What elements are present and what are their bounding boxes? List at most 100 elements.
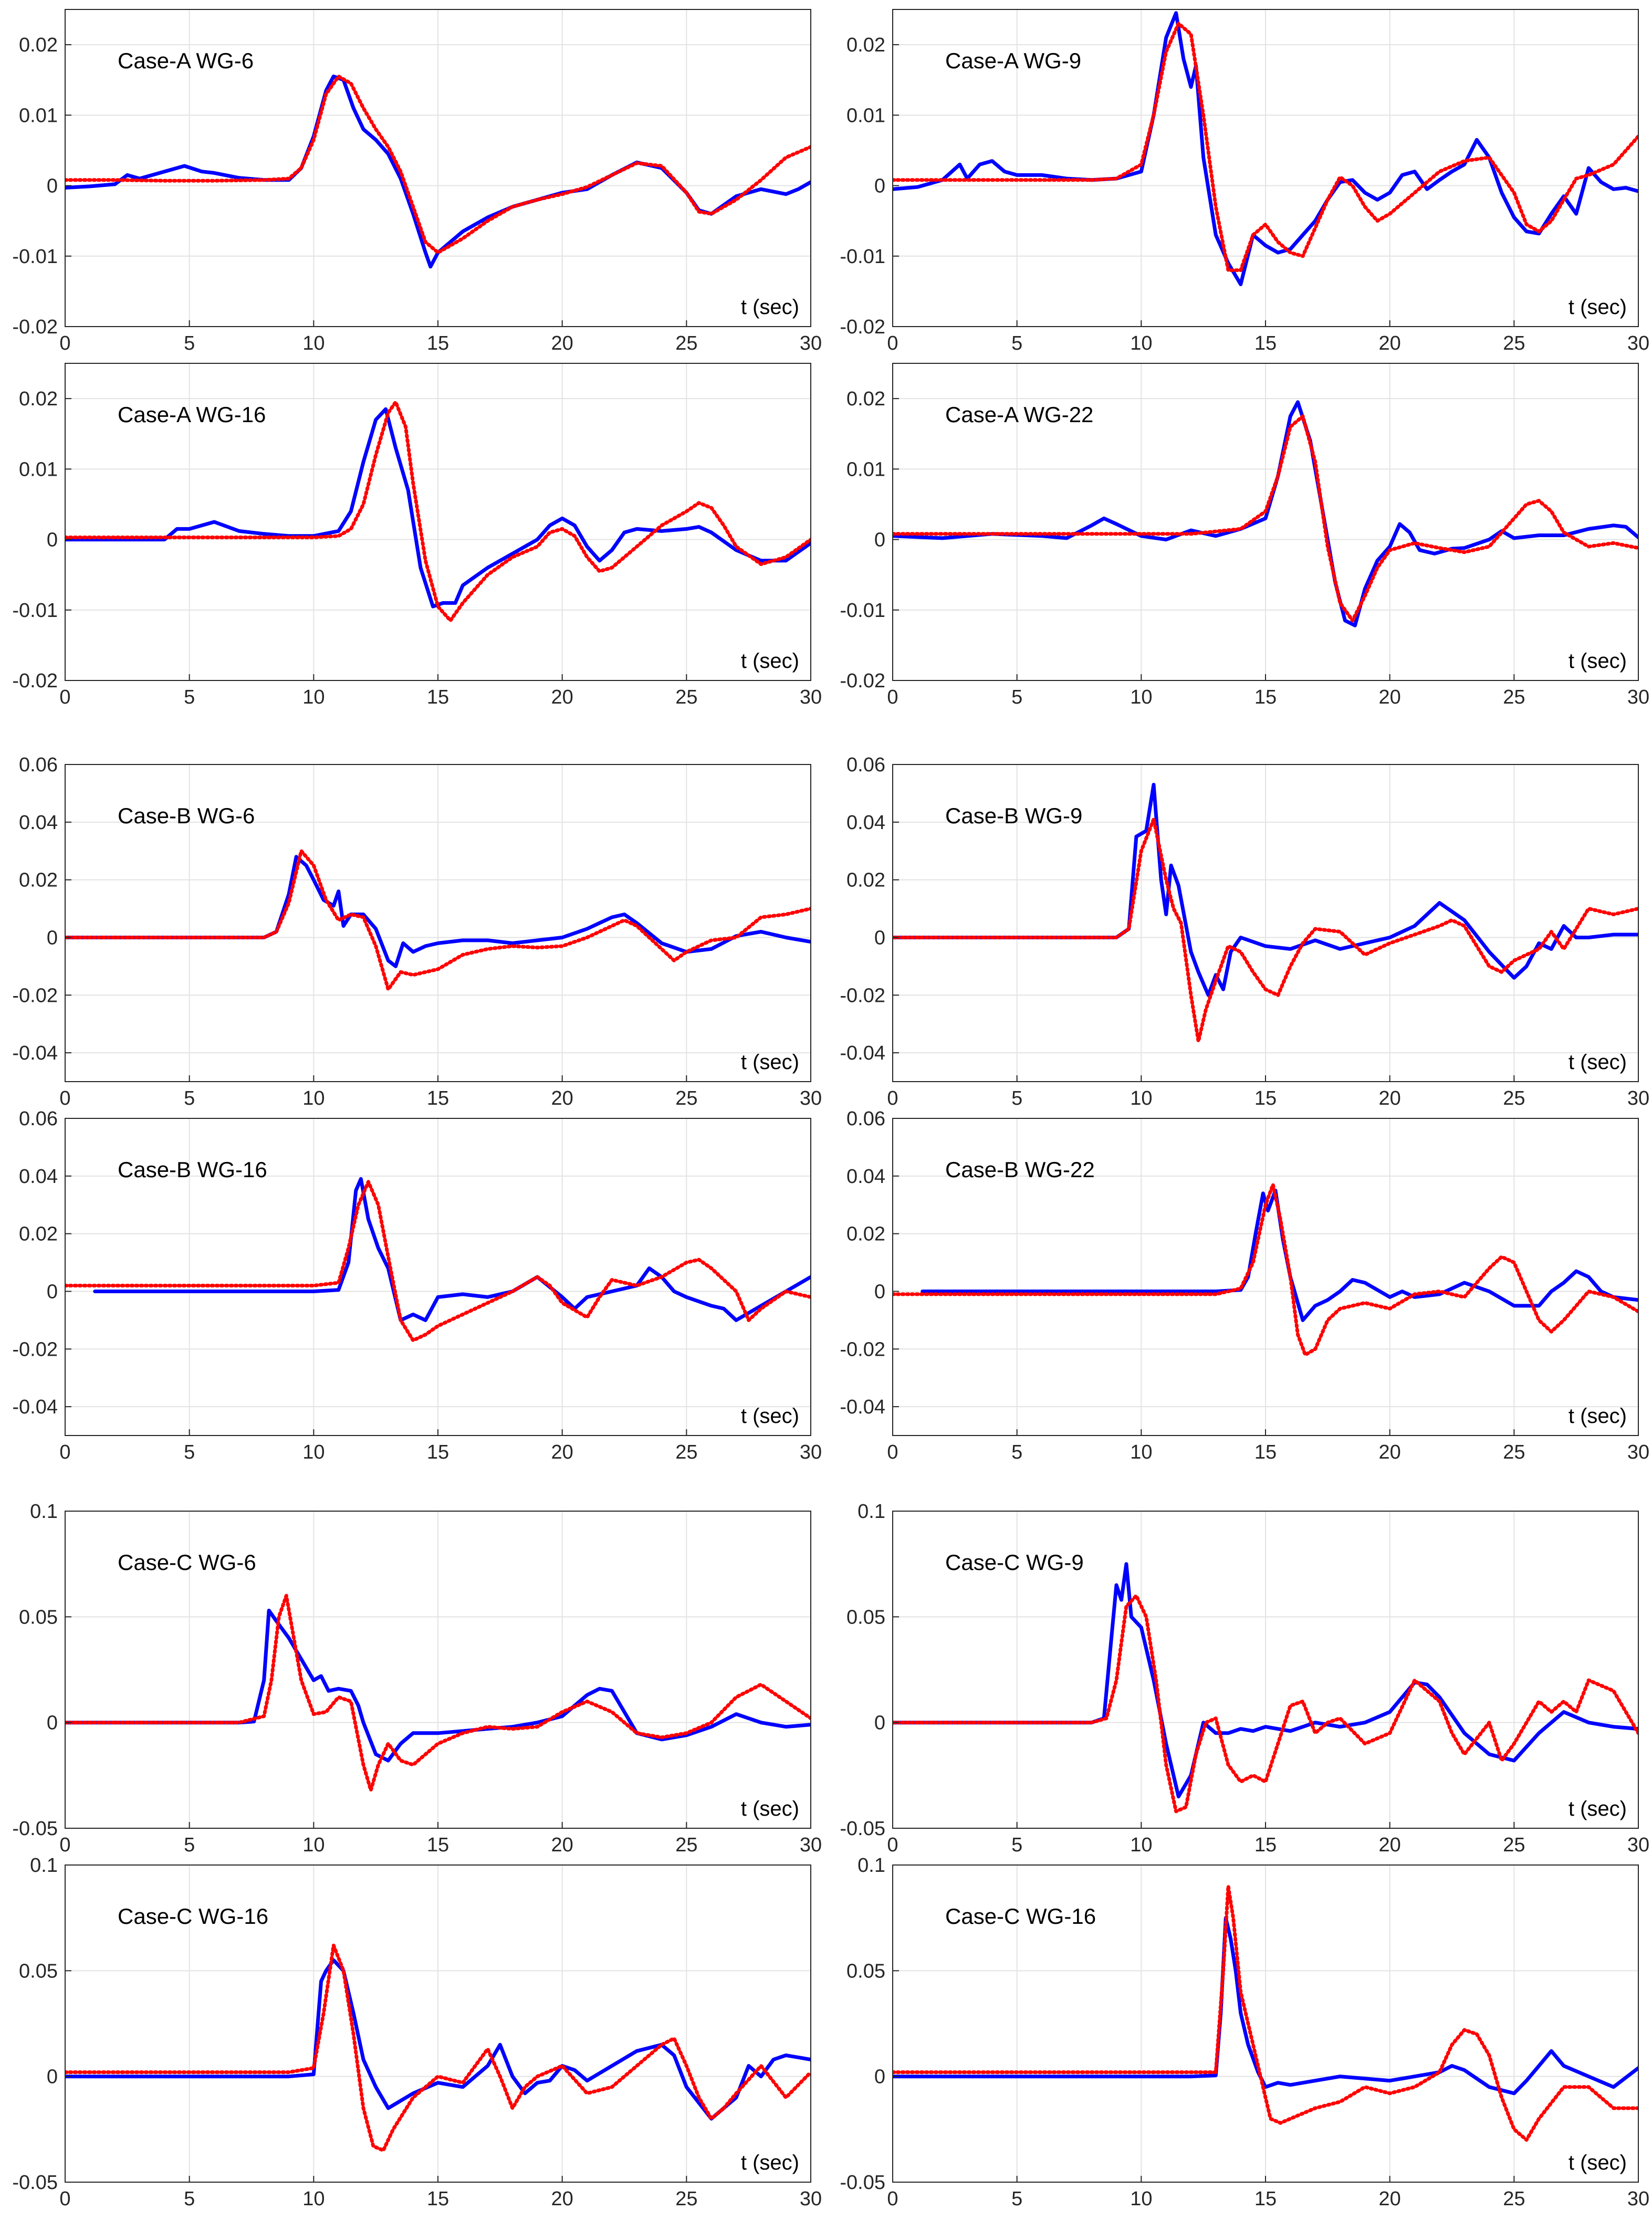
panel-7-xlabel: t (sec) [741, 1405, 799, 1428]
panel-5-y-tick-label: -0.02 [12, 984, 58, 1007]
panel-4-y-tick-label: 0.01 [846, 458, 885, 480]
panel-1-x-tick-label: 25 [675, 332, 697, 354]
panel-4: 0 5 10 15 20 25 30 -0.02 -0.01 0 0.01 0.02 Case-A WG… [840, 363, 1649, 708]
panel-11-y-tick-label: 0.05 [19, 1960, 58, 1982]
panel-4-x-tick-label: 5 [1011, 686, 1022, 708]
panel-8-xlabel: t (sec) [1569, 1405, 1627, 1428]
panel-3-series-numerical [65, 400, 811, 623]
panel-1-y-tick-label: -0.02 [12, 316, 58, 338]
panel-11-x-tick-label: 30 [800, 2188, 822, 2210]
panel-6-x-tick-label: 30 [1627, 1087, 1649, 1109]
panel-5-y-tick-label: 0 [47, 927, 58, 949]
panel-6-x-tick-label: 20 [1379, 1087, 1401, 1109]
panel-11-y-tick-label: 0 [47, 2066, 58, 2088]
panel-2-x-tick-label: 10 [1130, 332, 1152, 354]
panel-11-series-numerical [65, 1943, 811, 2153]
panel-12-xlabel: t (sec) [1569, 2151, 1627, 2174]
panel-7-y-tick-label: 0.02 [19, 1223, 58, 1245]
panel-7-x-tick-label: 10 [302, 1441, 325, 1463]
panel-6-x-tick-label: 25 [1503, 1087, 1525, 1109]
panel-10-x-tick-label: 25 [1503, 1834, 1525, 1856]
panel-8-x-tick-label: 20 [1379, 1441, 1401, 1463]
panel-3-x-tick-label: 25 [675, 686, 697, 708]
panel-10-y-tick-label: 0.05 [846, 1606, 885, 1628]
panel-4-xlabel: t (sec) [1569, 649, 1627, 673]
panel-12-series-measured [893, 1916, 1638, 2096]
panel-7-y-tick-label: -0.02 [12, 1338, 58, 1360]
panel-2-series-measured [893, 11, 1638, 286]
panel-7-y-tick-label: 0 [47, 1281, 58, 1303]
panel-2-title: Case-A WG-9 [945, 48, 1081, 73]
panel-11-title: Case-C WG-16 [118, 1904, 268, 1929]
panel-5-x-tick-label: 25 [675, 1087, 697, 1109]
panel-6-y-tick-label: -0.02 [840, 984, 885, 1007]
panel-7-x-tick-label: 25 [675, 1441, 697, 1463]
panel-6-x-tick-label: 15 [1254, 1087, 1277, 1109]
panel-4-y-tick-label: -0.01 [840, 600, 885, 622]
panel-9-x-tick-label: 0 [59, 1834, 70, 1856]
panel-6-series-numerical [893, 817, 1638, 1043]
panel-3-x-tick-label: 5 [184, 686, 195, 708]
panel-10-x-tick-label: 15 [1254, 1834, 1277, 1856]
panel-7-x-tick-label: 15 [427, 1441, 449, 1463]
panel-11-xlabel: t (sec) [741, 2151, 799, 2174]
panel-5: 0 5 10 15 20 25 30 -0.04 -0.02 0 0.02 0.04 0.06 Case-… [12, 754, 822, 1109]
panel-2-y-tick-label: -0.02 [840, 316, 885, 338]
panel-3-y-tick-label: 0.01 [19, 458, 58, 480]
panel-1-y-tick-label: -0.01 [12, 246, 58, 268]
panel-11-y-tick-label: 0.1 [30, 1855, 58, 1877]
panel-12-x-tick-label: 30 [1627, 2188, 1649, 2210]
panel-9-title: Case-C WG-6 [118, 1550, 256, 1575]
panel-12-y-tick-label: 0.05 [846, 1960, 885, 1982]
panel-11-series-measured [65, 1958, 811, 2121]
panel-9-x-tick-label: 5 [184, 1834, 195, 1856]
panel-2-x-tick-label: 25 [1503, 332, 1525, 354]
panel-10-x-tick-label: 20 [1379, 1834, 1401, 1856]
panel-6: 0 5 10 15 20 25 30 -0.04 -0.02 0 0.02 0.04 0.06 Case-… [840, 754, 1649, 1109]
panel-5-y-tick-label: 0.06 [19, 754, 58, 776]
panel-2-y-tick-label: 0.02 [846, 34, 885, 56]
panel-1-y-tick-label: 0.02 [19, 34, 58, 56]
panel-10-y-tick-label: -0.05 [840, 1818, 885, 1840]
panel-8-x-tick-label: 0 [887, 1441, 898, 1463]
panel-4-x-tick-label: 25 [1503, 686, 1525, 708]
panel-11-x-tick-label: 5 [184, 2188, 195, 2210]
panel-11-x-tick-label: 10 [302, 2188, 325, 2210]
panel-7-series-numerical [65, 1180, 811, 1343]
panel-6-y-tick-label: 0.06 [846, 754, 885, 776]
panel-10-x-tick-label: 0 [887, 1834, 898, 1856]
panel-7-title: Case-B WG-16 [118, 1157, 267, 1182]
panel-1-x-tick-label: 0 [59, 332, 70, 354]
panel-5-title: Case-B WG-6 [118, 803, 255, 828]
panel-7-y-tick-label: 0.06 [19, 1108, 58, 1130]
panel-4-x-tick-label: 15 [1254, 686, 1277, 708]
panel-8-x-tick-label: 5 [1011, 1441, 1022, 1463]
panel-12-x-tick-label: 10 [1130, 2188, 1152, 2210]
panel-8-y-tick-label: 0.06 [846, 1108, 885, 1130]
panel-5-xlabel: t (sec) [741, 1051, 799, 1074]
panel-9-x-tick-label: 30 [800, 1834, 822, 1856]
panel-12-x-tick-label: 25 [1503, 2188, 1525, 2210]
panel-1: 0 5 10 15 20 25 30 -0.02 -0.01 0 0.01 0.02 Case-A WG… [12, 9, 822, 354]
panel-4-y-tick-label: 0.02 [846, 388, 885, 410]
panel-4-x-tick-label: 0 [887, 686, 898, 708]
panel-8-title: Case-B WG-22 [945, 1157, 1095, 1182]
panel-3-x-tick-label: 30 [800, 686, 822, 708]
panel-3-x-tick-label: 10 [302, 686, 325, 708]
panel-7-x-tick-label: 0 [59, 1441, 70, 1463]
panel-5-series-measured [65, 855, 811, 968]
panel-2-y-tick-label: -0.01 [840, 246, 885, 268]
panel-10-series-measured [893, 1562, 1638, 1799]
panel-6-y-tick-label: -0.04 [840, 1042, 885, 1064]
panel-8-y-tick-label: -0.04 [840, 1396, 885, 1418]
panel-12-y-tick-label: 0 [874, 2066, 885, 2088]
panel-5-x-tick-label: 10 [302, 1087, 325, 1109]
panel-10-y-tick-label: 0.1 [858, 1501, 885, 1523]
panel-3-x-tick-label: 20 [551, 686, 573, 708]
panel-3-y-tick-label: 0 [47, 529, 58, 551]
panel-4-x-tick-label: 20 [1379, 686, 1401, 708]
panel-6-xlabel: t (sec) [1569, 1051, 1627, 1074]
